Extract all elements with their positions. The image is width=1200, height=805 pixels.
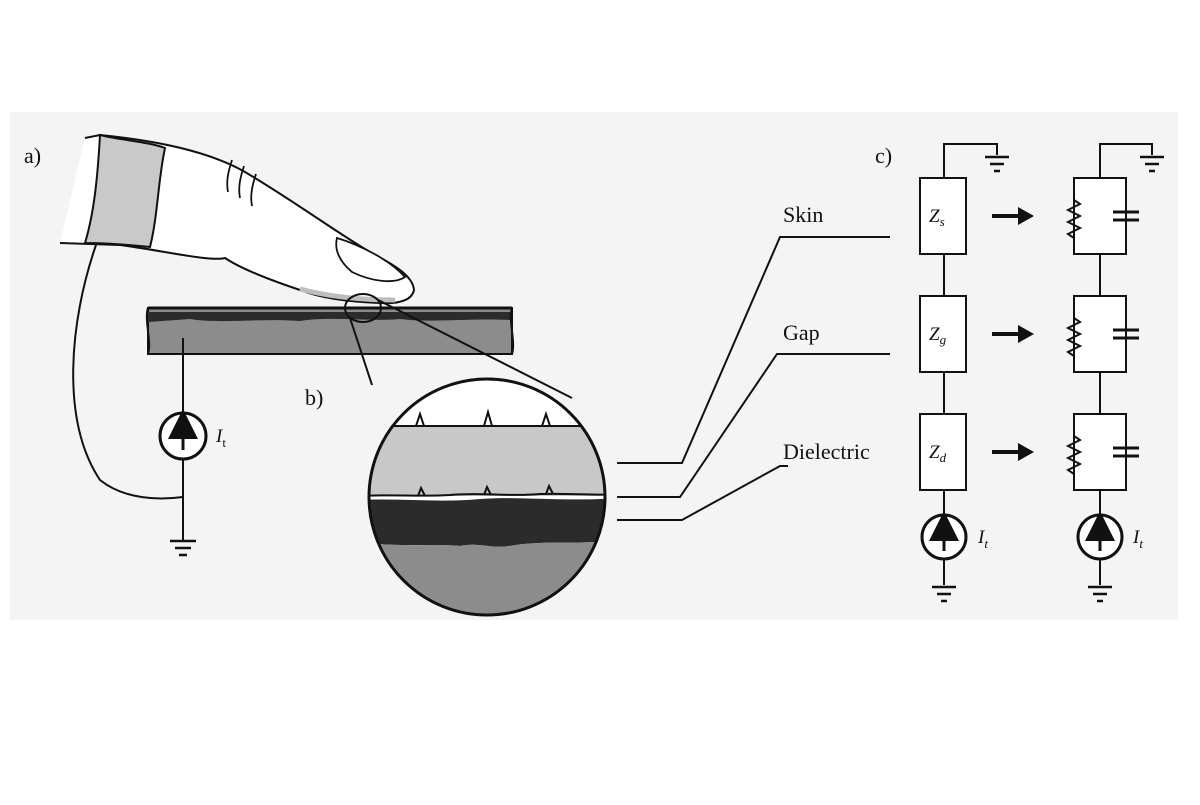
- finger-icon: [59, 133, 416, 305]
- ground-icon: [1088, 585, 1112, 603]
- layer-label-gap: Gap: [783, 320, 820, 345]
- ground-icon: [170, 539, 196, 557]
- rc-block-dielectric: [1065, 413, 1139, 491]
- rc-block-gap: [1065, 295, 1139, 373]
- current-source-icon: [1076, 511, 1124, 561]
- impedance-box-skin: Zs: [919, 177, 967, 255]
- touch-surface: [145, 306, 515, 355]
- resistor-icon: [1065, 431, 1083, 490]
- impedance-label-skin: Zs: [929, 206, 945, 229]
- panel-label-c: c): [875, 143, 892, 168]
- current-source-label-c-left: It: [977, 527, 988, 551]
- resistor-icon: [1065, 195, 1083, 254]
- body-loop-wire: [72, 244, 184, 500]
- impedance-label-dielectric: Zd: [929, 442, 947, 465]
- ground-icon: [932, 585, 956, 603]
- rc-block-skin: [1065, 177, 1139, 255]
- arrow-icon: [992, 207, 1034, 461]
- impedance-box-dielectric: Zd: [919, 413, 967, 491]
- current-source-label-c-right: It: [1132, 527, 1143, 551]
- layer-label-skin: Skin: [783, 202, 823, 227]
- layer-label-dielectric: Dielectric: [783, 439, 870, 464]
- panel-label-a: a): [24, 143, 41, 168]
- panel-label-b: b): [305, 385, 323, 410]
- impedance-box-gap: Zg: [919, 295, 967, 373]
- ground-icon: [985, 155, 1009, 173]
- ground-icon: [1140, 155, 1164, 173]
- magnifier-icon: [344, 293, 573, 399]
- impedance-label-gap: Zg: [929, 324, 947, 347]
- rc-equivalent-circuit: [1099, 143, 1153, 585]
- current-source-icon: [920, 511, 968, 561]
- current-source-icon: [158, 409, 208, 461]
- layer-leader-lines: [617, 236, 890, 521]
- resistor-icon: [1065, 313, 1083, 372]
- impedance-circuit: [943, 143, 998, 585]
- current-source-label-a: It: [215, 426, 226, 450]
